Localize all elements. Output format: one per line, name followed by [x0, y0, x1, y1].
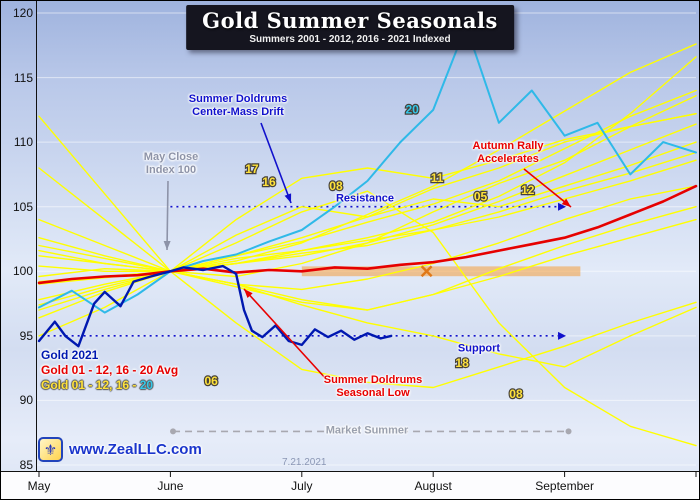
y-tick-110: 110 [13, 135, 33, 150]
series-2007 [38, 56, 697, 283]
year-label-17: 17 [245, 162, 259, 176]
x-axis-strip [1, 472, 699, 499]
legend-year-20: 20 [139, 378, 154, 392]
series-2019 [38, 43, 697, 272]
legend-gold-2021: Gold 2021 [41, 348, 99, 362]
x-label-september: September [535, 479, 594, 493]
y-tick-115: 115 [13, 70, 33, 85]
year-label-06: 06 [204, 374, 218, 388]
support-line-arrow [558, 331, 567, 340]
legend-gold-avg: Gold 01 - 12, 16 - 20 Avg [41, 363, 179, 377]
arrow-head [163, 240, 171, 250]
zeal-site-link[interactable]: www.ZealLLC.com [69, 441, 202, 458]
series-2004 [38, 205, 697, 311]
year-label-08: 08 [509, 387, 523, 401]
market-summer-line-cap [170, 428, 177, 435]
annotation-market-summer-label: Market Summer [325, 424, 409, 437]
legend-gold-years-text: Gold 01 - 12, 16 - [41, 378, 140, 392]
year-label-05: 05 [474, 189, 488, 203]
autumn-rally-arrow [523, 168, 572, 208]
series-2003 [38, 123, 697, 301]
annotation-summer-doldrums-drift: Summer Doldrums Center-Mass Drift [188, 93, 288, 118]
arrow-head [561, 198, 571, 207]
resistance-line-arrow [558, 202, 567, 211]
series-gold-2021 [37, 264, 393, 348]
legend: Gold 2021 Gold 01 - 12, 16 - 20 Avg Gold… [41, 348, 178, 393]
x-label-august: August [414, 479, 452, 493]
consolidation-band [301, 266, 581, 277]
market-summer-line-cap [565, 428, 572, 435]
band-cross-marker [420, 265, 433, 278]
annotation-support-label: Support [457, 342, 501, 355]
chart-date: 7.21.2021 [282, 457, 327, 468]
y-tick-85: 85 [19, 458, 33, 472]
y-tick-120: 120 [12, 6, 33, 20]
year-label-12: 12 [521, 183, 535, 197]
arrow-head [284, 193, 292, 203]
y-tick-105: 105 [12, 199, 33, 214]
y-tick-100: 100 [12, 264, 33, 279]
series-2011 [38, 94, 697, 278]
series-2008 [38, 190, 697, 447]
legend-gold-years: Gold 01 - 12, 16 - 20 [41, 378, 178, 393]
zeal-logo-icon: ⚜ [38, 437, 63, 462]
year-label-16: 16 [262, 175, 276, 189]
watermark: ⚜ www.ZealLLC.com [38, 437, 202, 462]
series-2012 [38, 185, 697, 291]
year-label-08: 08 [329, 179, 343, 193]
y-tick-95: 95 [19, 328, 33, 343]
year-label-18: 18 [455, 356, 469, 370]
series-2010 [38, 159, 697, 278]
y-tick-90: 90 [19, 393, 33, 408]
annotation-seasonal-low: Summer Doldrums Seasonal Low [323, 374, 423, 399]
series-2016 [38, 112, 697, 272]
seasonal-low-arrow [243, 288, 328, 381]
x-label-june: June [157, 479, 184, 493]
series-2001 [38, 218, 697, 311]
series-2002 [38, 89, 697, 272]
series-2020 [38, 24, 697, 314]
chart-title-box: Gold Summer Seasonals Summers 2001 - 201… [186, 5, 514, 50]
annotation-autumn-rally: Autumn Rally Accelerates [472, 140, 544, 165]
series-2009 [38, 151, 697, 272]
band-cross-marker [420, 265, 433, 278]
chart-title: Gold Summer Seasonals [202, 8, 498, 33]
series-2017 [38, 112, 697, 337]
chart-subtitle: Summers 2001 - 2012, 2016 - 2021 Indexed [249, 34, 451, 45]
year-label-20: 20 [405, 103, 419, 117]
annotation-resistance-label: Resistance [335, 192, 395, 205]
annotation-may-close: May Close Index 100 [143, 151, 199, 176]
summer-doldrums-drift-arrow [260, 122, 292, 204]
may-close-arrow [166, 180, 169, 251]
x-label-july: July [291, 479, 313, 493]
x-label-may: May [27, 479, 51, 493]
year-label-11: 11 [431, 171, 444, 185]
series-gold-01-12-16-20-avg [37, 184, 698, 285]
arrow-head [244, 289, 253, 299]
series-2005 [38, 141, 697, 306]
